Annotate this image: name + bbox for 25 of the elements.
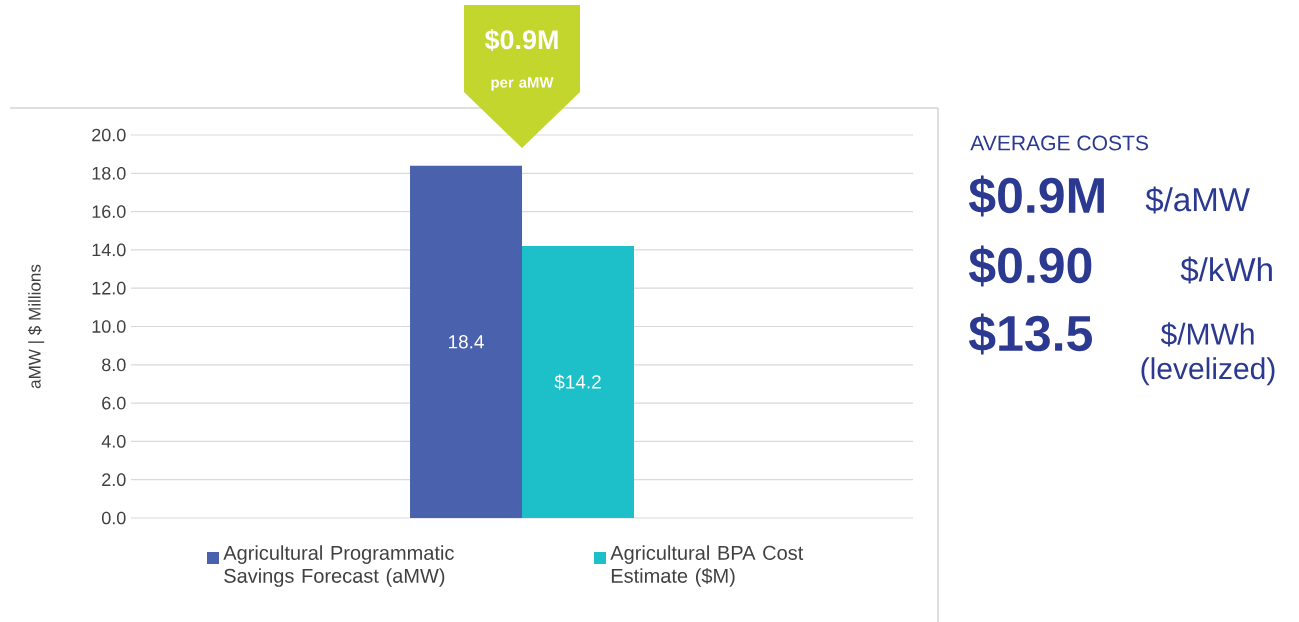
y-tick-label: 2.0 (102, 473, 126, 487)
data-label: 18.4 (449, 335, 484, 349)
y-tick-label: 0.0 (101, 511, 126, 525)
y-tick-label: 8.0 (102, 358, 126, 372)
y-tick-label: 14.0 (92, 243, 126, 257)
y-tick-label: 12.0 (92, 281, 126, 295)
text: $0.90 (968, 245, 1092, 287)
text: AVERAGE COSTS (970, 135, 1148, 151)
y-tick-label: 20.0 (92, 128, 126, 142)
y-tick-label: 18.0 (92, 166, 126, 180)
y-tick-label: 6.0 (102, 396, 126, 410)
text: $/kWh (1180, 256, 1272, 284)
text: $/aMW (1145, 186, 1250, 214)
y-tick-label: 16.0 (92, 205, 126, 218)
text: $/MWh (levelized) (1141, 322, 1275, 386)
y-tick-label: 10.0 (92, 320, 126, 333)
y-axis-title: aMW | $ Millions (27, 264, 45, 389)
text: $0.9M (484, 29, 558, 51)
legend-label: Agricultural BPA Cost Estimate ($M) (610, 545, 804, 587)
data-label: $14.2 (554, 374, 601, 390)
legend-label: Agricultural Programmatic Savings Forecast (aMW) (223, 545, 454, 587)
text: per aMW (491, 77, 554, 91)
y-tick-label: 4.0 (101, 435, 126, 448)
text: $13.5 (968, 313, 1092, 355)
text: $0.9M (968, 175, 1104, 217)
